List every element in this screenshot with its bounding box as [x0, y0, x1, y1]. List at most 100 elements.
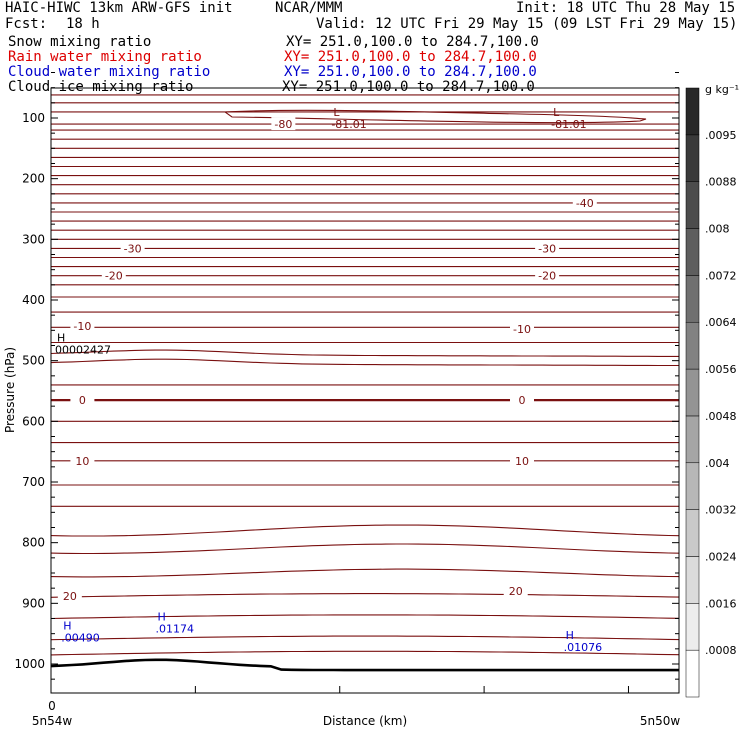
colorbar-segment — [685, 368, 700, 417]
x-right-label: 5n50w — [640, 714, 681, 728]
extremum-type: L — [333, 106, 340, 119]
colorbar-segment — [685, 181, 700, 229]
fcst-value: 18 h — [66, 16, 100, 32]
isotherm-label: -10 — [513, 323, 531, 336]
colorbar-tick-label: .0095 — [705, 129, 737, 142]
y-tick-label: 300 — [22, 232, 45, 246]
extremum-type: H — [63, 620, 71, 633]
extremum-type: L — [553, 106, 560, 119]
label-backdrop — [510, 393, 534, 407]
label-backdrop — [572, 195, 597, 209]
colorbar-tick-label: .0016 — [705, 597, 737, 610]
isotherm-label: 10 — [75, 455, 89, 468]
colorbar-tick-label: .0048 — [705, 410, 737, 423]
label-backdrop — [70, 453, 95, 467]
extremum-value: -81.01 — [331, 118, 366, 131]
colorbar-segment — [685, 603, 700, 651]
colorbar-segment — [685, 87, 700, 136]
isotherm-label: -20 — [538, 270, 556, 283]
plot-frame — [50, 87, 680, 694]
colorbar-tick-label: .0024 — [705, 550, 737, 563]
colorbar-segment — [685, 649, 700, 698]
colorbar: .0008 .0016 .0024 .0032 .004 .0048 .0056 .0064.… — [685, 87, 737, 698]
field-name-cloud-water: Cloud water mixing ratio — [8, 64, 211, 80]
y-tick-label: 400 — [22, 293, 45, 307]
colorbar-tick-label: .0032 — [705, 504, 737, 517]
x-left-label: 5n54w — [32, 714, 73, 728]
fcst-label: Fcst: — [5, 16, 48, 32]
label-backdrop — [503, 584, 528, 598]
colorbar-tick-label: .0064 — [705, 316, 737, 329]
extremum-value: 00002427 — [55, 344, 111, 357]
label-backdrop — [70, 393, 95, 407]
y-axis-label: Pressure (hPa) — [3, 347, 17, 433]
extremum-type: H — [157, 611, 165, 624]
colorbar-segment — [685, 228, 700, 276]
y-tick-label: 600 — [22, 414, 45, 428]
y-tick-label: 100 — [22, 111, 45, 125]
isotherm-label: -40 — [576, 197, 594, 210]
y-tick-label: 800 — [22, 536, 45, 550]
y-tick-label: 1000 — [14, 657, 45, 671]
isotherm-label: -20 — [105, 270, 123, 283]
isotherm-line — [50, 349, 679, 357]
isotherm-line — [50, 614, 680, 620]
label-backdrop — [70, 319, 95, 333]
isotherm-closed — [223, 109, 647, 124]
colorbar-tick-label: .0056 — [705, 363, 737, 376]
extremum-value: .01076 — [564, 641, 603, 654]
temperature-contours — [50, 94, 680, 656]
label-backdrop — [510, 322, 534, 336]
colorbar-segment — [685, 321, 700, 370]
field-xy-cloud-water: XY= 251.0,100.0 to 284.7,100.0 — [284, 64, 537, 80]
colorbar-tick-label: .0072 — [705, 269, 737, 282]
isotherm-label: -30 — [124, 242, 142, 255]
field-xy-rain: XY= 251.0,100.0 to 284.7,100.0 — [284, 49, 537, 65]
extremum-type: H — [566, 629, 574, 642]
isotherm-label: 20 — [509, 585, 523, 598]
x-axis-label: Distance (km) — [323, 714, 407, 728]
colorbar-segment — [685, 462, 700, 510]
isotherm-label: -10 — [73, 320, 91, 333]
valid-time: Valid: 12 UTC Fri 29 May 15 (09 LST Fri … — [316, 16, 738, 32]
isotherm-label: -80 — [274, 118, 292, 131]
extremum-value: .00490 — [61, 632, 100, 645]
org-label: NCAR/MMM — [275, 0, 343, 16]
colorbar-tick-label: .0088 — [705, 176, 737, 189]
isotherm-line — [50, 524, 680, 537]
isotherm-label: 0 — [79, 394, 86, 407]
label-backdrop — [101, 268, 126, 282]
label-backdrop — [57, 589, 82, 603]
isotherm-label: 20 — [63, 590, 77, 603]
colorbar-tick-label: .0008 — [705, 644, 737, 657]
isotherm-line — [50, 650, 680, 656]
x-axis — [50, 686, 629, 693]
colorbar-segment — [685, 509, 700, 557]
extremum-value: -81.01 — [551, 118, 586, 131]
field-xy-snow: XY= 251.0,100.0 to 284.7,100.0 — [286, 34, 539, 50]
colorbar-segment — [685, 556, 700, 604]
label-backdrop — [535, 241, 560, 255]
init-time: Init: 18 UTC Thu 28 May 15 — [516, 0, 736, 16]
label-backdrop — [120, 241, 145, 255]
isotherm-label: 0 — [519, 394, 526, 407]
colorbar-tick-label: .004 — [705, 457, 730, 470]
y-tick-label: 700 — [22, 475, 45, 489]
colorbar-segment — [685, 415, 700, 464]
chart-title: HAIC-HIWC 13km ARW-GFS init — [5, 0, 233, 16]
isotherm-line — [50, 543, 680, 555]
colorbar-segment — [685, 275, 700, 323]
label-backdrop — [271, 117, 296, 131]
colorbar-segment — [685, 134, 700, 182]
isotherm-line — [50, 635, 680, 641]
y-tick-label: 900 — [22, 596, 45, 610]
isotherm-label: 10 — [515, 455, 529, 468]
colorbar-units: g kg⁻¹ — [705, 83, 739, 96]
isotherm-label: -30 — [538, 242, 556, 255]
extremum-value: .01174 — [155, 623, 194, 636]
y-tick-label: 200 — [22, 172, 45, 186]
y-tick-label: 500 — [22, 354, 45, 368]
